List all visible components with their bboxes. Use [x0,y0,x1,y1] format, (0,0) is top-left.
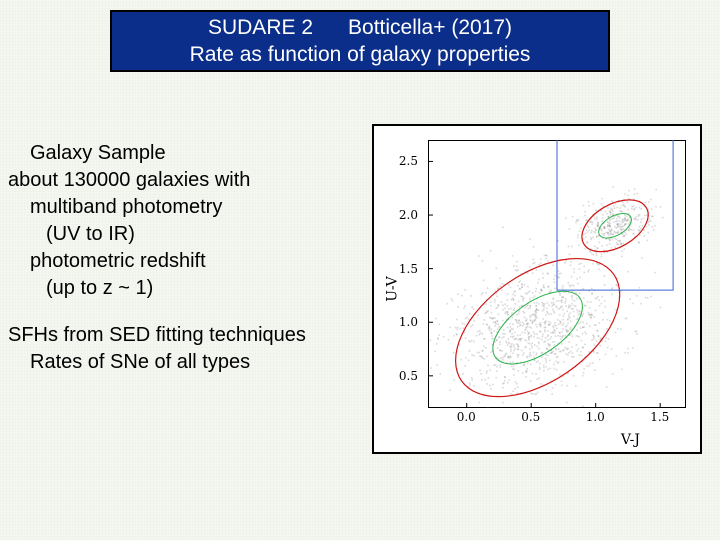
y-tick-label: 1.0 [399,315,418,329]
plot-svg [428,140,686,408]
title-line-2: Rate as function of galaxy properties [190,41,531,68]
uvj-chart: U-V V-J 0.0 0.5 1.0 1.5 0.5 1.0 1.5 2.0 2.5 [372,124,702,454]
body-line: Rates of SNe of all types [30,349,368,376]
density-cloud [430,186,664,408]
body-text: Galaxy Sampleabout 130000 galaxies withm… [8,140,368,376]
plot-area [428,140,686,408]
y-tick-label: 0.5 [399,369,418,383]
contour [431,230,645,408]
x-axis-label: V-J [621,432,640,448]
title-right: Botticella+ (2017) [348,16,512,39]
y-tick-label: 2.0 [399,208,418,222]
body-line [8,302,368,322]
y-axis-label: U-V [385,276,401,301]
x-tick-label: 0.5 [521,410,540,424]
body-line: photometric redshift [30,248,368,275]
body-line: Galaxy Sample [30,140,368,167]
body-line: (up to z ~ 1) [46,275,368,302]
x-tick-label: 0.0 [457,410,476,424]
body-line: about 130000 galaxies with [8,167,368,194]
y-tick-label: 1.5 [399,262,418,276]
x-tick-label: 1.0 [586,410,605,424]
body-line: multiband photometry [30,194,368,221]
y-tick-label: 2.5 [399,154,418,168]
contour [481,277,595,378]
x-tick-label: 1.5 [650,410,669,424]
body-line: SFHs from SED fitting techniques [8,322,368,349]
title-left: SUDARE 2 [208,16,313,39]
body-line: (UV to IR) [46,221,368,248]
title-box: SUDARE 2 Botticella+ (2017) Rate as func… [110,10,610,72]
title-line-1: SUDARE 2 Botticella+ (2017) [208,14,512,41]
